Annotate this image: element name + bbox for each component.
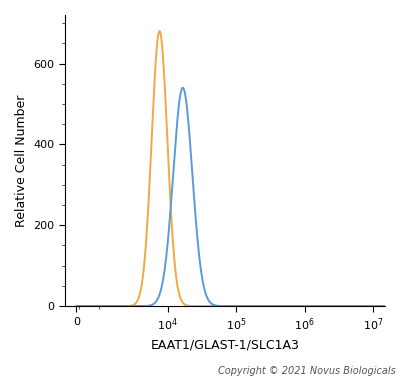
Y-axis label: Relative Cell Number: Relative Cell Number (15, 94, 28, 227)
X-axis label: EAAT1/GLAST-1/SLC1A3: EAAT1/GLAST-1/SLC1A3 (151, 339, 300, 352)
Text: Copyright © 2021 Novus Biologicals: Copyright © 2021 Novus Biologicals (218, 366, 396, 376)
